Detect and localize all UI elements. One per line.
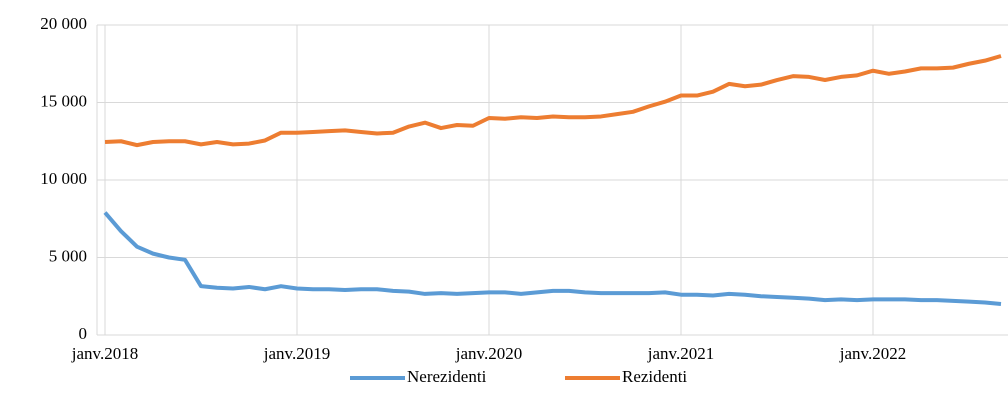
legend-label: Nerezidenti [407,367,487,386]
y-tick-label: 10 000 [40,169,87,188]
x-tick-label: janv.2022 [839,344,906,363]
legend-label: Rezidenti [622,367,687,386]
x-tick-label: janv.2019 [263,344,330,363]
y-tick-label: 15 000 [40,91,87,110]
x-tick-label: janv.2018 [71,344,138,363]
series-line [103,211,1002,306]
y-tick-label: 5 000 [49,246,87,265]
x-tick-label: janv.2021 [647,344,714,363]
series-line [104,54,1002,148]
y-tick-label: 20 000 [40,14,87,33]
y-tick-label: 0 [79,324,88,343]
x-tick-label: janv.2020 [455,344,522,363]
